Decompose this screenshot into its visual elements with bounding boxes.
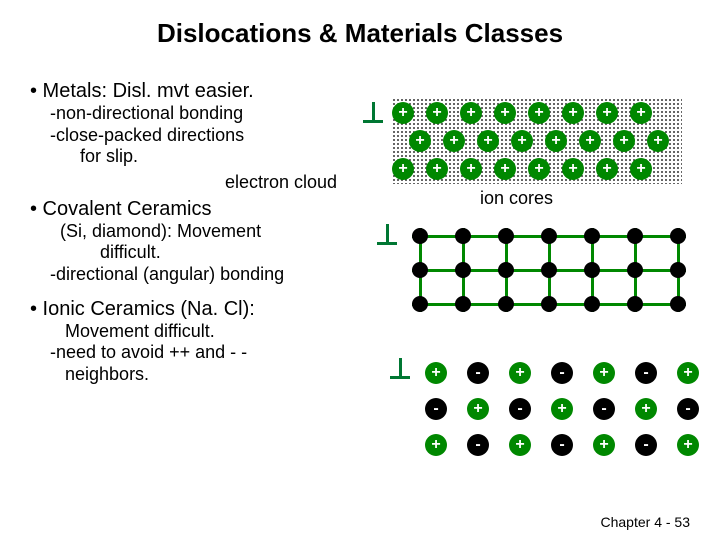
ion-plus: + xyxy=(392,158,414,180)
atom-dot xyxy=(412,228,428,244)
ion-plus: + xyxy=(425,362,447,384)
ion-plus: + xyxy=(528,158,550,180)
atom-dot xyxy=(627,262,643,278)
ion-plus: + xyxy=(460,158,482,180)
dislocation-icon xyxy=(386,224,389,244)
ion-plus: + xyxy=(460,102,482,124)
ion-plus: + xyxy=(630,102,652,124)
atom-dot xyxy=(541,296,557,312)
atom-dot xyxy=(498,296,514,312)
ion-cores-label: ion cores xyxy=(480,188,553,209)
ion-minus: - xyxy=(551,434,573,456)
ion-plus: + xyxy=(494,158,516,180)
slide-title: Dislocations & Materials Classes xyxy=(0,0,720,49)
ion-plus: + xyxy=(677,362,699,384)
footer-text: Chapter 4 - 53 xyxy=(601,514,691,530)
ion-plus: + xyxy=(511,130,533,152)
ion-plus: + xyxy=(677,434,699,456)
atom-dot xyxy=(412,262,428,278)
ionic-sub1: Movement difficult. xyxy=(65,321,690,343)
ion-plus: + xyxy=(392,102,414,124)
ion-plus: + xyxy=(630,158,652,180)
covalent-sub2: difficult. xyxy=(100,242,690,264)
dislocation-icon xyxy=(399,358,402,378)
atom-dot xyxy=(670,228,686,244)
atom-dot xyxy=(584,296,600,312)
ion-minus: - xyxy=(467,434,489,456)
ion-minus: - xyxy=(509,398,531,420)
ion-plus: + xyxy=(613,130,635,152)
ion-plus: + xyxy=(509,362,531,384)
ion-plus: + xyxy=(551,398,573,420)
atom-dot xyxy=(627,228,643,244)
ion-plus: + xyxy=(562,102,584,124)
dislocation-icon xyxy=(372,102,375,122)
ion-plus: + xyxy=(425,434,447,456)
electron-cloud-label: electron cloud xyxy=(225,172,337,193)
ion-minus: - xyxy=(593,398,615,420)
ion-minus: - xyxy=(467,362,489,384)
atom-dot xyxy=(670,296,686,312)
ion-plus: + xyxy=(579,130,601,152)
ionic-sub2: -need to avoid ++ and - - xyxy=(50,342,690,364)
ion-plus: + xyxy=(596,102,618,124)
ion-plus: + xyxy=(409,130,431,152)
ion-plus: + xyxy=(596,158,618,180)
ion-plus: + xyxy=(477,130,499,152)
atom-dot xyxy=(455,296,471,312)
ion-plus: + xyxy=(545,130,567,152)
atom-dot xyxy=(627,296,643,312)
dislocation-icon xyxy=(363,120,383,123)
ion-minus: - xyxy=(425,398,447,420)
ion-minus: - xyxy=(551,362,573,384)
ion-plus: + xyxy=(467,398,489,420)
ion-minus: - xyxy=(635,434,657,456)
ion-plus: + xyxy=(528,102,550,124)
atom-dot xyxy=(498,228,514,244)
metals-sub3: for slip. xyxy=(80,146,138,168)
atom-dot xyxy=(541,262,557,278)
ion-plus: + xyxy=(426,102,448,124)
atom-dot xyxy=(584,228,600,244)
ion-minus: - xyxy=(635,362,657,384)
atom-dot xyxy=(670,262,686,278)
dislocation-icon xyxy=(390,376,410,379)
dislocation-icon xyxy=(377,242,397,245)
ion-plus: + xyxy=(635,398,657,420)
atom-dot xyxy=(455,228,471,244)
ion-plus: + xyxy=(647,130,669,152)
ion-plus: + xyxy=(494,102,516,124)
ion-plus: + xyxy=(509,434,531,456)
covalent-heading: • Covalent Ceramics xyxy=(30,198,690,221)
atom-dot xyxy=(455,262,471,278)
ion-plus: + xyxy=(562,158,584,180)
ion-plus: + xyxy=(593,362,615,384)
ion-plus: + xyxy=(593,434,615,456)
atom-dot xyxy=(498,262,514,278)
ion-plus: + xyxy=(426,158,448,180)
atom-dot xyxy=(541,228,557,244)
ion-plus: + xyxy=(443,130,465,152)
atom-dot xyxy=(584,262,600,278)
atom-dot xyxy=(412,296,428,312)
ion-minus: - xyxy=(677,398,699,420)
